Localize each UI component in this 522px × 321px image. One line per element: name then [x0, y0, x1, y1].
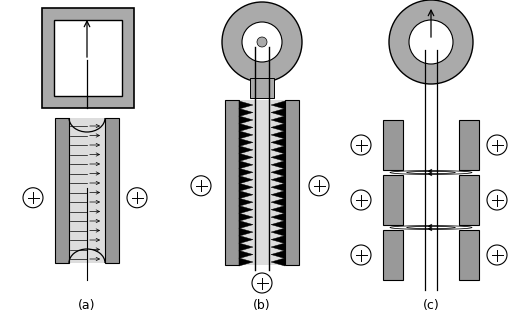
Polygon shape — [271, 108, 285, 117]
Polygon shape — [239, 213, 253, 221]
Polygon shape — [239, 206, 253, 214]
Polygon shape — [271, 228, 285, 236]
Polygon shape — [239, 146, 253, 154]
Polygon shape — [239, 228, 253, 236]
Polygon shape — [239, 243, 253, 251]
Bar — [42, 8, 134, 108]
Polygon shape — [271, 116, 285, 124]
Text: (a): (a) — [78, 299, 96, 311]
Polygon shape — [239, 176, 253, 184]
Polygon shape — [239, 124, 253, 131]
Polygon shape — [239, 131, 253, 139]
Polygon shape — [271, 258, 285, 266]
Polygon shape — [271, 124, 285, 131]
Polygon shape — [239, 153, 253, 161]
Bar — [250, 78, 274, 98]
Polygon shape — [271, 153, 285, 161]
Polygon shape — [239, 138, 253, 146]
Polygon shape — [271, 250, 285, 258]
Bar — [69, 118, 105, 263]
Polygon shape — [271, 243, 285, 251]
Polygon shape — [271, 198, 285, 206]
Bar — [55, 118, 69, 263]
Polygon shape — [271, 138, 285, 146]
Polygon shape — [271, 131, 285, 139]
Polygon shape — [239, 116, 253, 124]
Polygon shape — [271, 168, 285, 176]
Polygon shape — [271, 221, 285, 229]
Polygon shape — [239, 221, 253, 229]
Bar — [54, 20, 122, 96]
Polygon shape — [239, 168, 253, 176]
Polygon shape — [239, 198, 253, 206]
Polygon shape — [271, 183, 285, 191]
Polygon shape — [271, 191, 285, 199]
Polygon shape — [271, 146, 285, 154]
Circle shape — [409, 20, 453, 64]
Polygon shape — [239, 108, 253, 117]
Bar — [459, 120, 479, 170]
Bar — [383, 230, 403, 280]
Circle shape — [222, 2, 302, 82]
Polygon shape — [271, 176, 285, 184]
Polygon shape — [271, 236, 285, 244]
Bar — [105, 118, 119, 263]
Polygon shape — [239, 236, 253, 244]
Bar — [239, 100, 285, 265]
Text: (b): (b) — [253, 299, 271, 311]
Text: (c): (c) — [423, 299, 440, 311]
Bar — [225, 100, 239, 265]
Circle shape — [257, 37, 267, 47]
Circle shape — [242, 22, 282, 62]
Bar — [383, 120, 403, 170]
Polygon shape — [271, 213, 285, 221]
Polygon shape — [239, 258, 253, 266]
Polygon shape — [239, 191, 253, 199]
Polygon shape — [239, 101, 253, 109]
Bar — [459, 230, 479, 280]
Bar — [285, 100, 299, 265]
Bar — [459, 175, 479, 225]
Polygon shape — [239, 250, 253, 258]
Polygon shape — [271, 206, 285, 214]
Circle shape — [389, 0, 473, 84]
Polygon shape — [239, 161, 253, 169]
Bar — [383, 175, 403, 225]
Polygon shape — [271, 101, 285, 109]
Polygon shape — [271, 161, 285, 169]
Polygon shape — [239, 183, 253, 191]
